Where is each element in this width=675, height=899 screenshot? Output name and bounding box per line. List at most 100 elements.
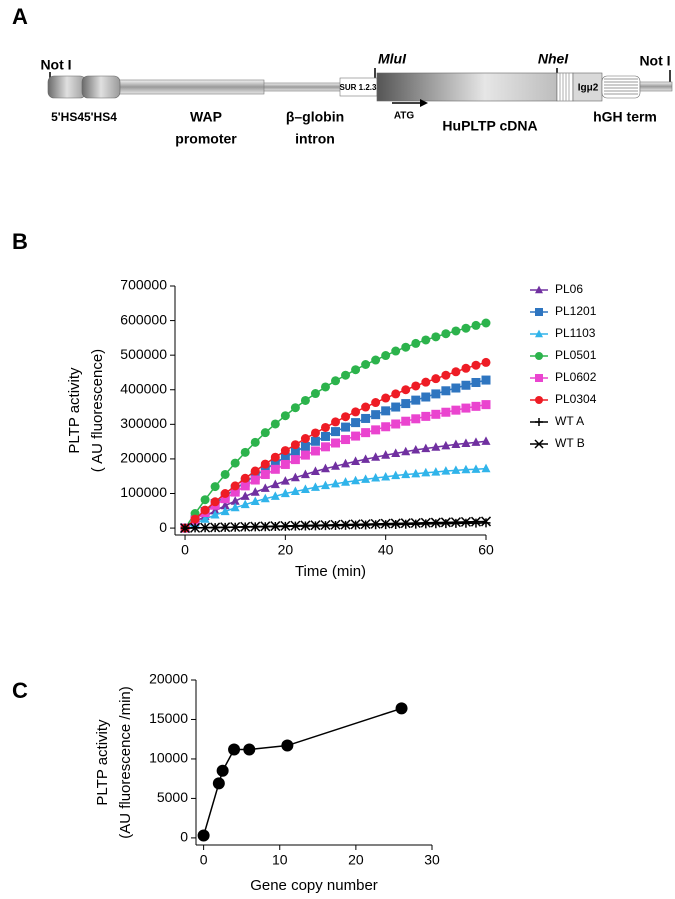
y-tick-label: 700000 xyxy=(120,277,167,293)
marker xyxy=(210,509,220,519)
y-tick-label: 500000 xyxy=(120,346,167,362)
marker xyxy=(290,472,300,482)
marker xyxy=(310,389,320,399)
diagram-label: Not I xyxy=(40,57,71,73)
marker xyxy=(391,402,401,412)
y-tick-label: 20000 xyxy=(149,671,188,687)
marker xyxy=(331,376,341,386)
marker xyxy=(471,518,481,528)
marker xyxy=(240,499,250,509)
marker xyxy=(391,389,401,399)
cdna-cylinder xyxy=(376,72,558,102)
marker xyxy=(411,414,421,424)
marker xyxy=(441,407,451,417)
marker xyxy=(351,365,361,375)
marker xyxy=(290,403,300,413)
marker xyxy=(441,386,451,396)
marker xyxy=(450,517,461,528)
marker xyxy=(330,519,341,530)
marker xyxy=(190,514,200,524)
marker xyxy=(240,481,250,491)
marker xyxy=(421,467,431,477)
marker xyxy=(535,285,543,294)
marker xyxy=(341,477,351,486)
marker xyxy=(430,517,441,528)
marker xyxy=(351,456,361,465)
marker xyxy=(250,487,260,496)
marker xyxy=(260,428,270,438)
marker xyxy=(220,522,231,533)
marker xyxy=(320,463,330,473)
marker xyxy=(270,521,281,532)
marker xyxy=(410,517,421,529)
marker xyxy=(481,375,491,385)
marker xyxy=(300,441,310,451)
x-tick-label: 40 xyxy=(378,542,394,558)
diagram-label: WAP xyxy=(190,109,222,125)
marker xyxy=(290,440,300,450)
diagram-label: MluI xyxy=(378,51,407,67)
marker xyxy=(481,518,491,528)
marker xyxy=(240,473,250,483)
marker xyxy=(471,377,481,387)
x-axis-label: Time (min) xyxy=(295,563,366,580)
y-axis-label: PLTP activity xyxy=(94,719,111,806)
x-axis-label: Gene copy number xyxy=(250,877,378,894)
x-tick-label: 60 xyxy=(478,542,494,558)
diagram-label: intron xyxy=(295,131,335,147)
marker xyxy=(471,360,481,370)
legend-label: PL0602 xyxy=(555,370,597,384)
marker xyxy=(451,367,461,377)
marker xyxy=(431,332,441,342)
marker xyxy=(270,464,280,474)
marker xyxy=(440,517,451,528)
y-tick-label: 400000 xyxy=(120,380,167,396)
marker xyxy=(400,518,411,529)
marker xyxy=(260,464,270,474)
marker xyxy=(310,520,321,531)
diagram-label: SUR 1.2.3 xyxy=(340,83,377,92)
marker xyxy=(361,360,371,370)
diagram-label: promoter xyxy=(175,131,237,147)
marker xyxy=(471,401,481,411)
y-tick-label: 300000 xyxy=(120,415,167,431)
marker xyxy=(331,417,341,427)
marker xyxy=(200,522,211,533)
marker xyxy=(212,777,225,790)
marker xyxy=(260,493,270,503)
panel-label: B xyxy=(12,229,28,254)
marker xyxy=(451,326,461,336)
marker xyxy=(451,518,461,528)
marker xyxy=(361,413,371,423)
marker xyxy=(381,406,391,416)
marker xyxy=(260,483,270,492)
promoter-rod xyxy=(117,79,265,95)
diagram-label: β–globin xyxy=(286,109,344,125)
marker xyxy=(341,370,351,380)
marker xyxy=(431,442,441,451)
panel-label: A xyxy=(12,4,28,29)
marker xyxy=(411,519,421,529)
x-tick-label: 30 xyxy=(424,852,440,868)
marker xyxy=(441,466,451,475)
marker xyxy=(200,514,210,523)
marker xyxy=(411,381,421,391)
marker xyxy=(270,479,280,489)
marker xyxy=(371,410,381,420)
marker xyxy=(210,497,220,507)
marker xyxy=(420,517,431,528)
construct-diagram: SUR 1.2.3 Igμ2 Not I Not I MluI NheI ATG… xyxy=(40,51,673,147)
marker xyxy=(280,476,290,485)
marker xyxy=(331,478,341,488)
y-tick-label: 0 xyxy=(180,829,188,845)
marker xyxy=(210,482,220,492)
series-line xyxy=(184,379,487,529)
legend-label: WT A xyxy=(555,414,584,428)
marker xyxy=(401,446,411,456)
marker xyxy=(535,374,543,382)
marker xyxy=(535,418,543,426)
marker xyxy=(381,351,391,361)
marker xyxy=(351,407,361,417)
marker xyxy=(200,505,210,515)
